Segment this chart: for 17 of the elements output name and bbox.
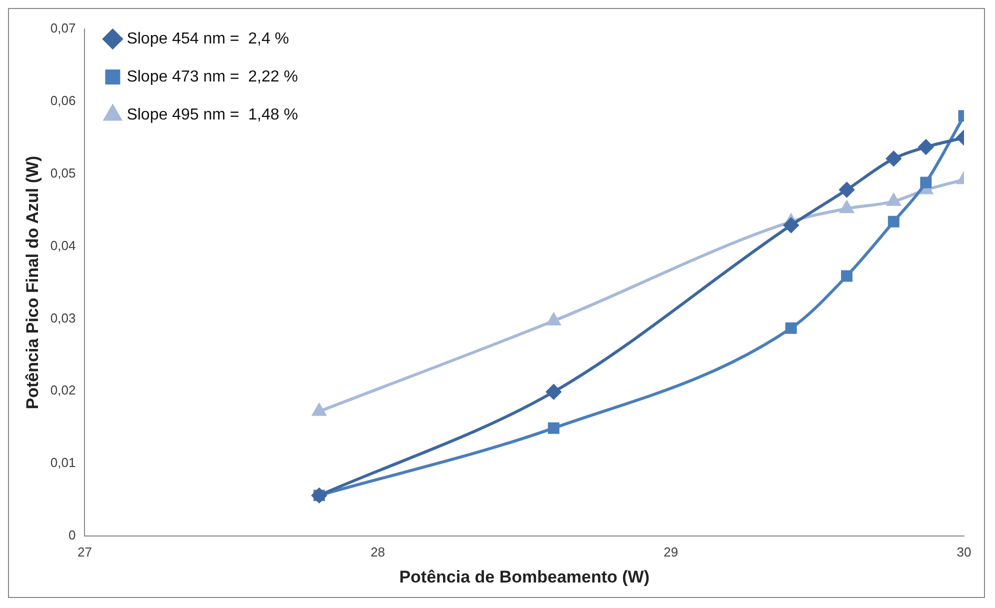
x-axis-title: Potência de Bombeamento (W) bbox=[399, 567, 650, 586]
y-tick-label: 0,02 bbox=[50, 382, 76, 398]
y-tick-label: 0,06 bbox=[50, 93, 76, 108]
legend-label: Slope 454 nm = 2,4 % bbox=[126, 30, 290, 48]
x-tick-label: 29 bbox=[664, 544, 678, 560]
x-tick-label: 30 bbox=[956, 544, 972, 560]
x-tick-label: 27 bbox=[77, 544, 92, 560]
x-tick-label: 28 bbox=[370, 544, 386, 560]
y-tick-label: 0,01 bbox=[50, 455, 76, 470]
legend-label: Slope 495 nm = 1,48 % bbox=[126, 106, 298, 124]
y-tick-label: 0,04 bbox=[50, 238, 76, 253]
y-tick-label: 0 bbox=[68, 528, 76, 543]
y-tick-label: 0,05 bbox=[50, 165, 76, 180]
y-axis-title: Potência Pico Final do Azul (W) bbox=[22, 156, 42, 410]
y-tick-label: 0,07 bbox=[50, 20, 76, 36]
y-tick-label: 0,03 bbox=[50, 310, 76, 326]
legend-label: Slope 473 nm = 2,22 % bbox=[126, 68, 298, 86]
